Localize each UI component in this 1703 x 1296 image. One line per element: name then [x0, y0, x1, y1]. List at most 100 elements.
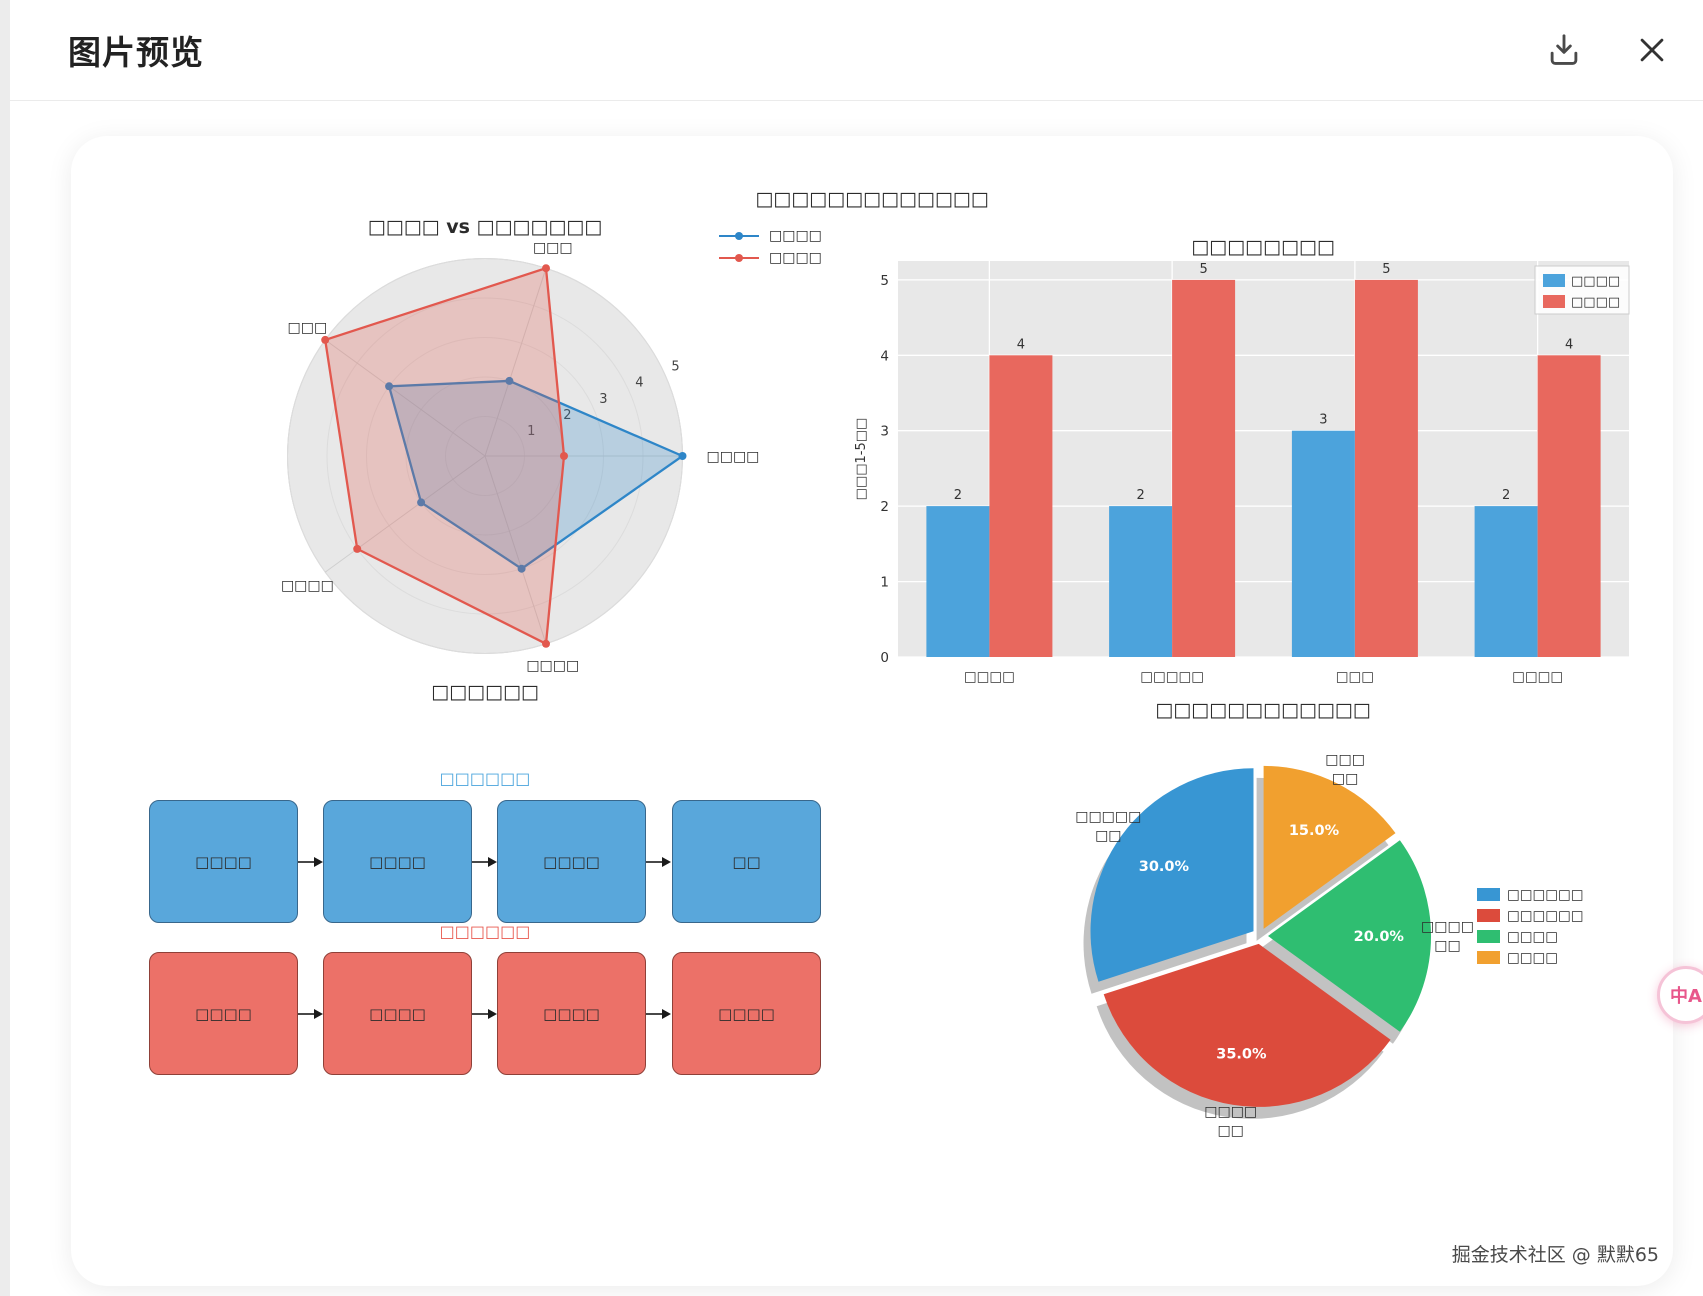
radar-axis-label: □□□□ — [526, 658, 579, 674]
bar-xtick-label: □□□□ — [1512, 669, 1563, 685]
bar-value-label: 4 — [1017, 337, 1025, 352]
svg-text:3: 3 — [599, 392, 607, 407]
pie-slice — [1263, 765, 1396, 929]
bar-value-label: 5 — [1382, 262, 1390, 277]
bar — [989, 355, 1053, 657]
preview-card: □□□□□□□□□□□□□ □□□□ vs □□□□□□□ □□□□ □□□□ … — [71, 136, 1673, 1286]
pie-slice-label: □□□□ □□ — [1421, 919, 1474, 954]
flow-row-label: □□□□□□ — [439, 922, 531, 941]
bar-value-label: 2 — [1502, 488, 1510, 503]
bar-xtick-label: □□□□□ — [1140, 669, 1204, 685]
radar-axis-label: □□□□ — [281, 578, 334, 594]
bar-value-label: 5 — [1199, 262, 1207, 277]
svg-text:□□□□□□: □□□□□□ — [1507, 908, 1584, 924]
radar-legend-item: □□□□ — [717, 250, 822, 266]
bar-ylabel: □□□1-5□□ — [854, 418, 869, 501]
svg-text:5: 5 — [671, 360, 679, 375]
svg-text:0: 0 — [880, 650, 889, 666]
pie-slice-label: □□□□ □□ — [1204, 1104, 1257, 1139]
radar-axis-label: □□□□ — [707, 449, 760, 465]
svg-text:4: 4 — [880, 348, 889, 364]
flow-step-label: □□□□ — [543, 1004, 600, 1023]
bar-chart: 2 4 □□□□ 2 5 □□□□□ 3 5 □□□ 2 4 □□□□ 0 1 2 3 4 5 □□□1-5□□ □□… — [854, 261, 1630, 685]
svg-text:□□□□: □□□□ — [1571, 295, 1620, 310]
svg-text:□□□□: □□□□ — [1507, 929, 1558, 945]
pie-slice — [1268, 840, 1432, 1032]
flow-step-label: □□□□ — [195, 1004, 252, 1023]
radar-legend-label: □□□□ — [769, 228, 822, 244]
header-actions — [1539, 25, 1677, 75]
flow-arrow-icon — [298, 856, 323, 867]
pie-chart: 30.0% □□□□□ □□ 35.0% □□□□ □□ 20.0% □□□□ □□ 15.0% □… — [1075, 752, 1584, 1139]
bar — [1291, 430, 1355, 657]
flow-arrow-icon — [298, 1008, 323, 1019]
flow-step-box: □□□□ — [672, 952, 821, 1075]
pie-pct-label: 15.0% — [1289, 823, 1340, 839]
radar-legend-item: □□□□ — [717, 228, 822, 244]
pie-legend: □□□□□□□□□□□□□□□□□□□□ — [1477, 887, 1584, 966]
bar — [1474, 506, 1538, 657]
pie-slice-label: □□□ □□ — [1325, 752, 1365, 787]
bar-chart-title: □□□□□□□□ — [1191, 236, 1335, 258]
modal-title: 图片预览 — [68, 33, 204, 72]
bar-value-label: 3 — [1319, 413, 1327, 428]
radar-legend-label: □□□□ — [769, 250, 822, 266]
pie-pct-label: 35.0% — [1216, 1046, 1267, 1062]
radar-rtick-labels: 1 2 3 4 5 — [527, 360, 680, 439]
flow-chart: □□□□□□ □□□□ □□□□ □□□□ □□ □□□□□□ □□□□ □□□□ □□□□ □□… — [71, 136, 1673, 1286]
radar-axis-label: □□□ — [533, 240, 573, 256]
flow-step-box: □□□□ — [149, 800, 298, 923]
radar-series — [321, 264, 568, 648]
figure-suptitle: □□□□□□□□□□□□□ — [755, 188, 989, 210]
radar-legend: □□□□ □□□□ — [717, 228, 822, 266]
svg-text:2: 2 — [880, 499, 889, 515]
bar — [1109, 506, 1173, 657]
svg-text:□□□□: □□□□ — [1507, 950, 1558, 966]
svg-text:1: 1 — [880, 575, 889, 591]
flow-step-box: □□□□ — [323, 800, 472, 923]
page-edge-strip — [0, 0, 10, 1296]
flow-step-label: □□□□ — [543, 852, 600, 871]
bar-value-label: 2 — [954, 488, 962, 503]
flow-arrow-icon — [472, 1008, 497, 1019]
header-divider — [10, 100, 1703, 101]
flow-step-box: □□□□ — [149, 952, 298, 1075]
pie-slice-label: □□□□□ □□ — [1075, 809, 1141, 844]
bar-xtick-label: □□□ — [1336, 669, 1374, 685]
flow-step-label: □□□□ — [718, 1004, 775, 1023]
bar-value-label: 2 — [1136, 488, 1144, 503]
radar-series — [385, 376, 687, 573]
flow-arrow-icon — [472, 856, 497, 867]
svg-text:5: 5 — [880, 273, 889, 289]
svg-text:□□□□□□: □□□□□□ — [1507, 887, 1584, 903]
download-icon — [1550, 34, 1578, 65]
svg-text:2: 2 — [563, 408, 571, 423]
bar — [1354, 279, 1418, 657]
bar-xtick-label: □□□□ — [964, 669, 1015, 685]
close-icon — [1640, 38, 1664, 62]
svg-text:□□□□: □□□□ — [1571, 274, 1620, 289]
flow-arrow-icon — [646, 1008, 671, 1019]
svg-text:4: 4 — [635, 376, 643, 391]
radar-axis-label: □□□ — [288, 320, 328, 336]
flow-step-box: □□□□ — [497, 952, 646, 1075]
radar-chart-title: □□□□ vs □□□□□□□ — [367, 216, 603, 238]
translate-plugin-button[interactable]: 中A — [1657, 966, 1703, 1024]
bar-ytick-labels: 0 1 2 3 4 5 — [880, 273, 889, 666]
preview-image: □□□□□□□□□□□□□ □□□□ vs □□□□□□□ □□□□ □□□□ … — [71, 136, 1673, 1286]
bar — [1537, 355, 1601, 657]
close-button[interactable] — [1627, 25, 1677, 75]
flow-step-label: □□□□ — [195, 852, 252, 871]
flow-step-label: □□□□ — [369, 1004, 426, 1023]
legend-line-icon — [719, 232, 759, 240]
translate-icon: 中A — [1670, 986, 1702, 1007]
pie-pct-label: 20.0% — [1354, 929, 1405, 945]
flow-step-box: □□□□ — [497, 800, 646, 923]
bar — [1172, 279, 1236, 657]
pie-slice — [1090, 768, 1254, 982]
pie-pct-label: 30.0% — [1139, 859, 1190, 875]
download-button[interactable] — [1539, 25, 1589, 75]
flow-step-box: □□ — [672, 800, 821, 923]
svg-text:1: 1 — [527, 424, 535, 439]
